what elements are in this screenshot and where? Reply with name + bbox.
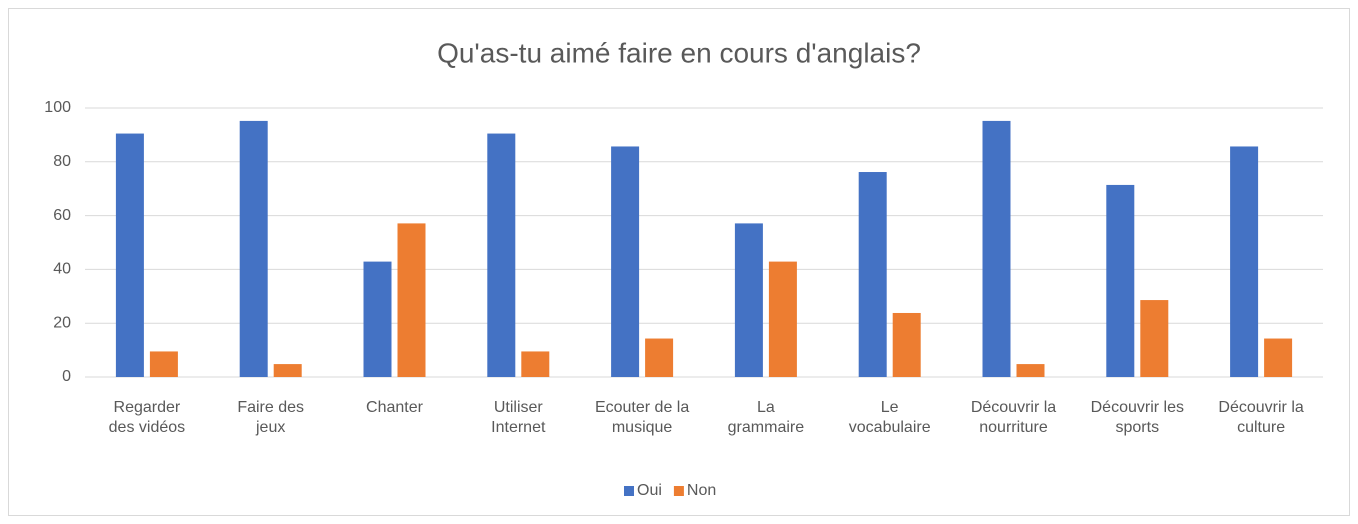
x-tick-label: Découvrir la nourriture bbox=[970, 399, 1057, 436]
bar bbox=[611, 146, 640, 377]
bar bbox=[149, 351, 178, 377]
y-tick-label: 80 bbox=[53, 153, 71, 170]
x-tick-label: Découvrir les sports bbox=[1090, 399, 1184, 436]
x-tick-label: Chanter bbox=[366, 399, 423, 416]
x-tick-label: Regarder des vidéos bbox=[108, 399, 186, 436]
bar bbox=[239, 120, 268, 378]
bar bbox=[768, 261, 797, 377]
bar bbox=[1264, 338, 1293, 377]
bar bbox=[487, 133, 516, 377]
chart-title: Qu'as-tu aimé faire en cours d'anglais? bbox=[437, 37, 921, 68]
legend-label: Non bbox=[687, 482, 716, 499]
bar bbox=[982, 120, 1011, 378]
x-tick-label: Utiliser Internet bbox=[491, 399, 546, 436]
bar bbox=[397, 223, 426, 377]
legend-swatch bbox=[673, 486, 684, 496]
bar bbox=[1016, 364, 1045, 377]
y-tick-label: 100 bbox=[44, 99, 71, 116]
bar bbox=[1140, 300, 1169, 377]
legend-swatch bbox=[624, 486, 634, 496]
x-tick-label: Ecouter de la musique bbox=[594, 399, 690, 436]
bar bbox=[892, 312, 921, 377]
bar bbox=[645, 338, 674, 377]
y-tick-label: 60 bbox=[53, 207, 71, 224]
y-tick-label: 40 bbox=[53, 261, 71, 278]
bar bbox=[363, 261, 392, 377]
y-tick-label: 20 bbox=[53, 314, 71, 331]
y-tick-label: 0 bbox=[62, 368, 71, 385]
bar bbox=[734, 223, 763, 377]
x-tick-label: Découvrir la culture bbox=[1218, 399, 1304, 436]
x-tick-label: La grammaire bbox=[727, 399, 805, 436]
bar bbox=[273, 364, 302, 377]
x-tick-label: Faire des jeux bbox=[237, 399, 305, 436]
bar bbox=[858, 172, 887, 377]
legend-label: Oui bbox=[637, 482, 662, 499]
bar bbox=[1230, 146, 1259, 377]
bar bbox=[521, 351, 550, 377]
x-tick-label: Le vocabulaire bbox=[848, 399, 931, 436]
bar bbox=[115, 133, 144, 377]
bar bbox=[1106, 184, 1135, 377]
chart-border bbox=[8, 8, 1350, 516]
